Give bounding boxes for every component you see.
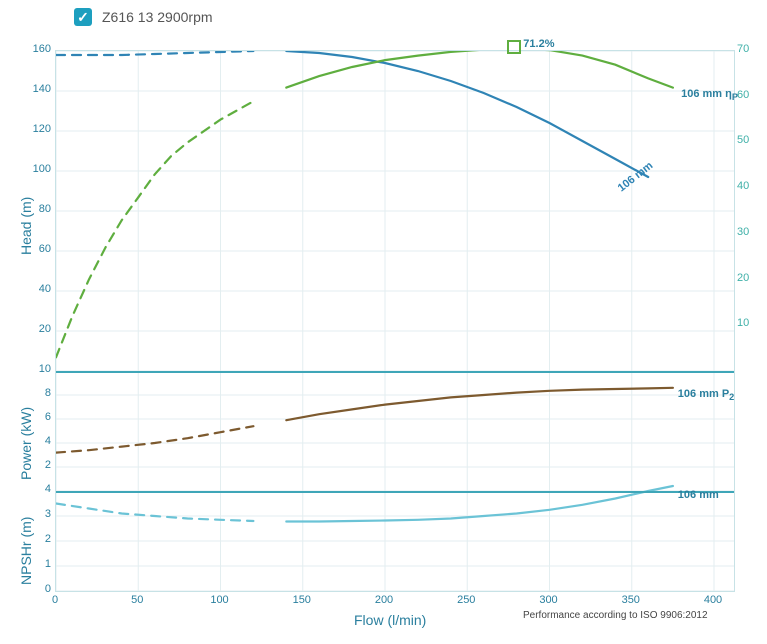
legend: ✓ Z616 13 2900rpm <box>74 8 213 26</box>
axis-tick: 6 <box>45 411 51 423</box>
axis-tick: 40 <box>737 180 749 192</box>
plot-svg <box>56 51 734 591</box>
axis-tick: 80 <box>39 203 51 215</box>
series-checkbox[interactable]: ✓ <box>74 8 92 26</box>
axis-tick: 120 <box>33 123 51 135</box>
axis-tick: 1 <box>45 558 51 570</box>
y-axis-npsh-label: NPSHr (m) <box>18 517 34 585</box>
axis-tick: 100 <box>210 594 228 606</box>
axis-tick: 150 <box>293 594 311 606</box>
y-axis-head-label: Head (m) <box>18 196 34 254</box>
axis-tick: 140 <box>33 83 51 95</box>
axis-tick: 4 <box>45 483 51 495</box>
eff-curve-label: 106 mm ηP <box>681 88 738 102</box>
axis-tick: 2 <box>45 533 51 545</box>
axis-tick: 10 <box>39 363 51 375</box>
axis-tick: 50 <box>131 594 143 606</box>
axis-tick: 3 <box>45 508 51 520</box>
axis-tick: 50 <box>737 134 749 146</box>
x-axis-label: Flow (l/min) <box>354 612 426 628</box>
check-icon: ✓ <box>77 9 89 26</box>
duty-point-marker <box>507 40 521 54</box>
axis-tick: 20 <box>39 323 51 335</box>
axis-tick: 4 <box>45 435 51 447</box>
axis-tick: 160 <box>33 43 51 55</box>
axis-tick: 10 <box>737 317 749 329</box>
axis-tick: 400 <box>704 594 722 606</box>
pump-chart: 71.2% 106 mm 106 mm ηP 106 mm P2 106 mm <box>55 50 735 592</box>
y-axis-power-label: Power (kW) <box>18 407 34 480</box>
series-label: Z616 13 2900rpm <box>102 9 213 25</box>
axis-tick: 2 <box>45 459 51 471</box>
panel-separator <box>56 491 734 493</box>
axis-tick: 70 <box>737 43 749 55</box>
axis-tick: 60 <box>737 89 749 101</box>
axis-tick: 60 <box>39 243 51 255</box>
power-curve-label: 106 mm P2 <box>678 388 734 402</box>
panel-separator <box>56 371 734 373</box>
axis-tick: 200 <box>375 594 393 606</box>
npsh-curve-label: 106 mm <box>678 489 719 501</box>
axis-tick: 100 <box>33 163 51 175</box>
axis-tick: 0 <box>52 594 58 606</box>
axis-tick: 20 <box>737 272 749 284</box>
axis-tick: 40 <box>39 283 51 295</box>
axis-tick: 350 <box>622 594 640 606</box>
duty-point-label: 71.2% <box>523 38 554 50</box>
axis-tick: 250 <box>457 594 475 606</box>
axis-tick: 8 <box>45 387 51 399</box>
axis-tick: 30 <box>737 226 749 238</box>
footer-note: Performance according to ISO 9906:2012 <box>523 610 708 621</box>
axis-tick: 0 <box>45 583 51 595</box>
axis-tick: 300 <box>539 594 557 606</box>
